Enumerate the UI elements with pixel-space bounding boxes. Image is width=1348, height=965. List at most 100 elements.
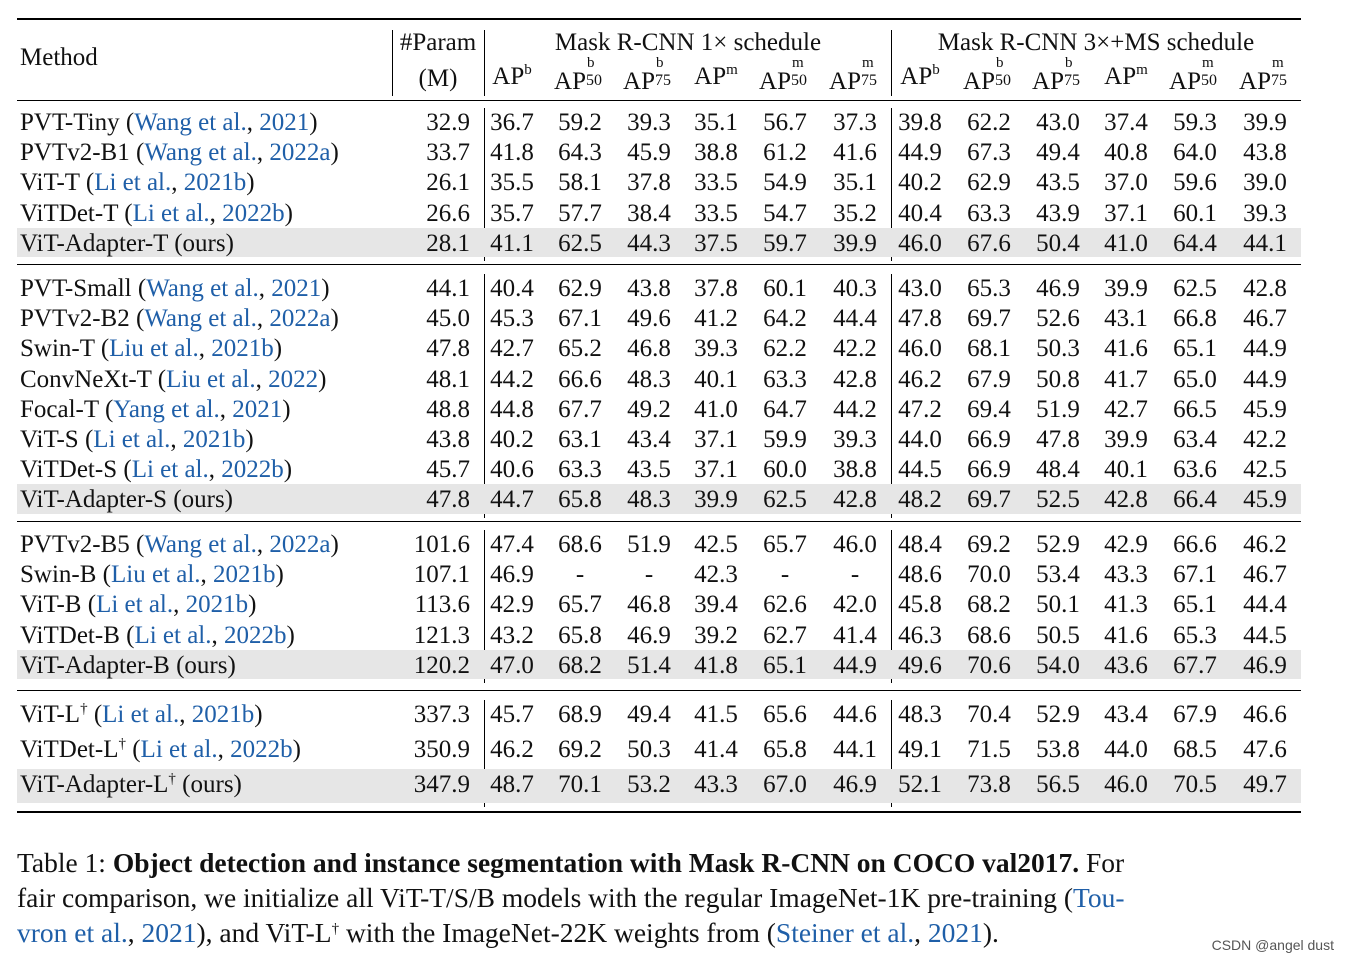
citation-year-link[interactable]: 2021 [259, 109, 310, 136]
metric-value: 43.5 [627, 456, 671, 484]
citation-author-link[interactable]: Li et al. [94, 169, 172, 197]
citation-year-link[interactable]: 2021b [191, 701, 255, 728]
metric-header-base: AP [1104, 63, 1137, 90]
citation-year-link[interactable]: 2022b [221, 456, 284, 484]
citation-author-link[interactable]: Wang et al. [144, 139, 257, 167]
metric-header-sub: 75 [654, 72, 671, 89]
metric-value: - [850, 561, 860, 589]
caption-cite-steiner[interactable]: Steiner et al. [775, 917, 915, 948]
citation-author-link[interactable]: Yang et al. [113, 395, 220, 423]
metric-value: 68.6 [558, 531, 602, 558]
metric-value: 50.3 [627, 736, 671, 763]
citation-year-link[interactable]: 2021b [185, 591, 249, 619]
metric-value: 53.2 [627, 771, 671, 798]
metric-value: 41.2 [694, 305, 738, 333]
citation-author-link[interactable]: Li et al. [96, 591, 174, 619]
caption-cite-touvron-part1[interactable]: Tou- [1073, 882, 1125, 913]
method-cell: ConvNeXt-T (Liu et al., 2022) [20, 367, 326, 392]
group-rule-3 [17, 690, 1301, 692]
metric-value: 39.4 [694, 591, 738, 619]
metric-value: 62.9 [558, 275, 602, 302]
metric-value: 42.8 [833, 365, 877, 393]
metric-value: 41.6 [1104, 335, 1148, 363]
citation-author-link[interactable]: Wang et al. [144, 531, 257, 558]
caption-cite-touvron-year[interactable]: 2021 [141, 917, 197, 948]
metric-header-1x-mask-all: APm [694, 63, 738, 90]
metric-value: - [575, 561, 585, 589]
metric-value: 59.2 [558, 109, 602, 136]
citation-year-link[interactable]: 2022 [268, 365, 319, 393]
citation-year-link[interactable]: 2021b [211, 335, 274, 363]
citation-author-link[interactable]: Li et al. [134, 621, 212, 649]
metric-value: 64.7 [763, 395, 807, 423]
cite-open-paren: ( [81, 591, 97, 619]
citation-author-link[interactable]: Wang et al. [134, 109, 247, 136]
citation-year-link[interactable]: 2022a [269, 139, 331, 167]
citation-author-link[interactable]: Wang et al. [144, 305, 257, 333]
citation-year-link[interactable]: 2022a [269, 531, 331, 558]
citation-author-link[interactable]: Li et al. [102, 701, 180, 728]
metric-value: 44.7 [490, 486, 534, 514]
metric-header-sup: b [995, 55, 1004, 71]
caption-cite-steiner-year[interactable]: 2021 [927, 917, 983, 948]
metric-value: 57.7 [558, 199, 602, 227]
param-value: 45.0 [426, 305, 470, 333]
metric-header-base: AP [1032, 68, 1064, 95]
metric-value: 43.2 [490, 621, 534, 649]
metric-value: 43.1 [1104, 305, 1148, 333]
param-value: 48.1 [426, 365, 470, 393]
metric-value: 35.1 [694, 109, 738, 136]
metric-header-base: AP [1239, 68, 1271, 95]
metric-value: 60.1 [1173, 199, 1217, 227]
method-cell: ViT-Adapter-T (ours) [20, 231, 234, 256]
method-name: ViTDet-T [20, 199, 119, 227]
cite-close-paren: ) [282, 395, 291, 423]
metric-value: 50.4 [1036, 229, 1080, 257]
metric-header-sub: 75 [1063, 72, 1080, 89]
header-param-unit: (M) [418, 65, 458, 92]
cite-open-paren: ( [151, 365, 167, 393]
citation-author-link[interactable]: Liu et al. [110, 561, 201, 589]
citation-author-link[interactable]: Li et al. [140, 736, 218, 763]
citation-year-link[interactable]: 2021b [213, 561, 276, 589]
metric-value: 63.3 [763, 365, 807, 393]
metric-value: 64.2 [763, 305, 807, 333]
metric-value: 67.9 [1173, 701, 1217, 728]
citation-year-link[interactable]: 2021 [271, 275, 322, 302]
citation-year-link[interactable]: 2022a [269, 305, 331, 333]
citation-year-link[interactable]: 2022b [222, 199, 285, 227]
metric-value: 70.1 [558, 771, 602, 798]
metric-value: 37.5 [694, 229, 738, 257]
citation-year-link[interactable]: 2021b [182, 426, 246, 453]
caption-line1-tail: For [1079, 847, 1125, 878]
metric-value: 67.1 [1173, 561, 1217, 589]
method-name: PVTv2-B2 [20, 305, 130, 333]
cite-comma: , [256, 139, 270, 167]
citation-year-link[interactable]: 2022b [224, 621, 287, 649]
metric-value: 38.8 [833, 456, 877, 484]
cite-open-paren: ( [118, 199, 133, 227]
citation-year-link[interactable]: 2022b [230, 736, 293, 763]
metric-value: 40.6 [490, 456, 534, 484]
citation-author-link[interactable]: Liu et al. [109, 335, 199, 363]
citation-year-link[interactable]: 2021 [232, 395, 283, 423]
citation-author-link[interactable]: Li et al. [131, 456, 209, 484]
metric-header-base: AP [623, 68, 655, 95]
caption-line-3: vron et al., 2021), and ViT-L† with the … [17, 915, 1307, 956]
citation-author-link[interactable]: Wang et al. [146, 275, 259, 302]
metric-value: 47.2 [898, 395, 942, 423]
caption-cite-touvron-part2[interactable]: vron et al. [17, 917, 128, 948]
citation-year-link[interactable]: 2021b [183, 169, 247, 197]
citation-author-link[interactable]: Liu et al. [166, 365, 256, 393]
metric-value: 66.5 [1173, 395, 1217, 423]
metric-value: 71.5 [967, 736, 1011, 763]
citation-author-link[interactable]: Li et al. [93, 426, 171, 453]
group-2-vline-2 [891, 274, 893, 518]
citation-author-link[interactable]: Li et al. [132, 199, 210, 227]
caption-line3-c: ). [982, 917, 999, 948]
metric-value: 48.3 [898, 701, 942, 728]
cite-open-paren: ( [119, 109, 135, 136]
metric-header-1x-mask-75: AP m 75 [829, 56, 881, 95]
param-value: 47.8 [426, 486, 470, 514]
method-cell: ViT-B (Li et al., 2021b) [20, 592, 256, 617]
